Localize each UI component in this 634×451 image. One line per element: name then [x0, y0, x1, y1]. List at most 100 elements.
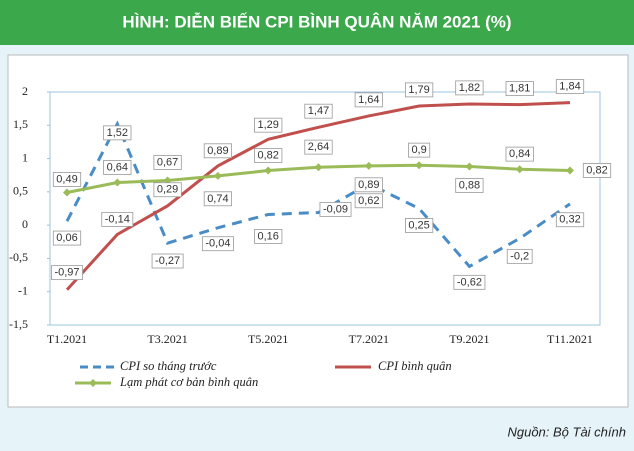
label-box: [52, 172, 82, 187]
label-box: [254, 148, 283, 163]
value-label-text: -0,62: [457, 276, 482, 288]
label-box: [201, 236, 234, 252]
value-label: 0,88: [455, 178, 484, 193]
value-label-text: 0,89: [358, 179, 379, 191]
series-line: [65, 101, 571, 291]
label-box: [455, 80, 484, 96]
label-box: [51, 265, 83, 281]
x-tick-label: T11.2021: [547, 332, 593, 346]
value-label: 0,32: [555, 212, 585, 228]
value-label: -0,04: [201, 236, 234, 252]
label-box: [555, 212, 585, 228]
value-label: 0,84: [505, 146, 534, 162]
value-label-text: 1,82: [459, 82, 480, 94]
label-box: [505, 146, 534, 162]
value-label-text: 0,82: [257, 149, 278, 161]
legend-label: CPI so tháng trước: [120, 359, 217, 373]
value-label-text: -0,97: [54, 267, 79, 279]
value-label: -0,27: [151, 253, 184, 269]
value-label: 1,64: [354, 92, 383, 108]
label-box: [505, 81, 534, 96]
value-label-text: 1,79: [408, 84, 429, 96]
x-tick-label: T1.2021: [47, 332, 87, 346]
label-box: [354, 177, 383, 193]
x-tick-label: T3.2021: [147, 332, 187, 346]
value-label: 0,74: [203, 191, 233, 207]
value-label: 1,29: [254, 117, 283, 133]
value-label: 2,64: [304, 139, 333, 155]
value-label: 0,49: [52, 172, 82, 187]
value-label-text: 0,64: [107, 161, 128, 173]
label-box: [404, 218, 434, 233]
label-box: [203, 191, 233, 207]
value-label: 0,82: [254, 148, 283, 163]
value-label-text: 1,47: [308, 105, 329, 117]
label-box: [354, 193, 383, 209]
chart-title: HÌNH: DIỄN BIẾN CPI BÌNH QUÂN NĂM 2021 (…: [122, 12, 511, 31]
value-label-text: 2,64: [308, 141, 329, 153]
label-box: [254, 117, 283, 133]
title-banner: [0, 0, 634, 45]
marker: [63, 188, 71, 197]
y-tick-label: -1,5: [9, 317, 28, 331]
value-label: 0,62: [354, 193, 383, 209]
value-label: 0,89: [354, 177, 383, 193]
marker: [264, 166, 273, 175]
label-box: [103, 125, 132, 141]
y-tick-label: 0: [22, 217, 28, 231]
x-tick-label: T5.2021: [248, 332, 288, 346]
plot-area: [49, 91, 601, 326]
value-label: -0,2: [506, 248, 533, 264]
value-label-text: 1,81: [509, 83, 530, 95]
value-label: 1,47: [304, 103, 333, 119]
value-label-text: 0,32: [559, 214, 580, 226]
label-box: [404, 82, 434, 98]
value-label-text: -0,2: [510, 250, 529, 262]
legend-label: Lạm phát cơ bản bình quân: [119, 375, 258, 389]
value-label-text: 1,84: [559, 81, 580, 93]
label-box: [453, 274, 486, 290]
value-label-text: 0,89: [207, 145, 228, 157]
value-label-text: -0,09: [323, 203, 348, 215]
marker: [213, 171, 222, 180]
source: Nguồn: Bộ Tài chính: [507, 424, 626, 439]
value-label-text: 1,29: [257, 119, 278, 131]
value-label-text: -0,27: [155, 255, 180, 267]
value-label: 0,25: [404, 218, 434, 233]
series-line: [65, 120, 571, 269]
label-box: [203, 143, 233, 159]
value-label-text: 0,62: [358, 195, 379, 207]
value-label-text: 0,25: [408, 219, 429, 231]
marker: [566, 166, 574, 175]
legend-marker: [89, 379, 97, 387]
x-tick-label: T9.2021: [449, 332, 489, 346]
y-tick-label: -1: [18, 283, 28, 297]
value-label: -0,14: [101, 211, 134, 227]
value-label-text: 1,64: [358, 94, 379, 106]
label-box: [319, 202, 352, 217]
marker: [465, 162, 474, 171]
label-box: [582, 163, 612, 178]
legend-label: CPI bình quân: [378, 359, 452, 373]
value-label: 1,84: [555, 79, 585, 94]
value-label: 0,16: [254, 228, 283, 244]
marker: [415, 161, 424, 170]
value-label: 0,82: [582, 163, 612, 178]
value-label: 0,64: [103, 160, 132, 175]
value-label-text: 1,52: [107, 127, 128, 139]
value-label-text: 0,82: [586, 164, 607, 176]
value-label: 1,81: [505, 81, 534, 96]
value-label: 1,52: [103, 125, 132, 141]
value-label-text: 0,74: [207, 193, 228, 205]
label-box: [101, 211, 134, 227]
value-label-text: -0,14: [105, 213, 130, 225]
label-box: [354, 92, 383, 108]
label-box: [506, 248, 533, 264]
x-tick-label: T7.2021: [349, 332, 389, 346]
marker: [364, 161, 373, 170]
value-label-text: -0,04: [205, 238, 230, 250]
label-box: [555, 79, 585, 94]
value-label-text: 0,49: [56, 173, 77, 185]
label-box: [408, 142, 431, 158]
